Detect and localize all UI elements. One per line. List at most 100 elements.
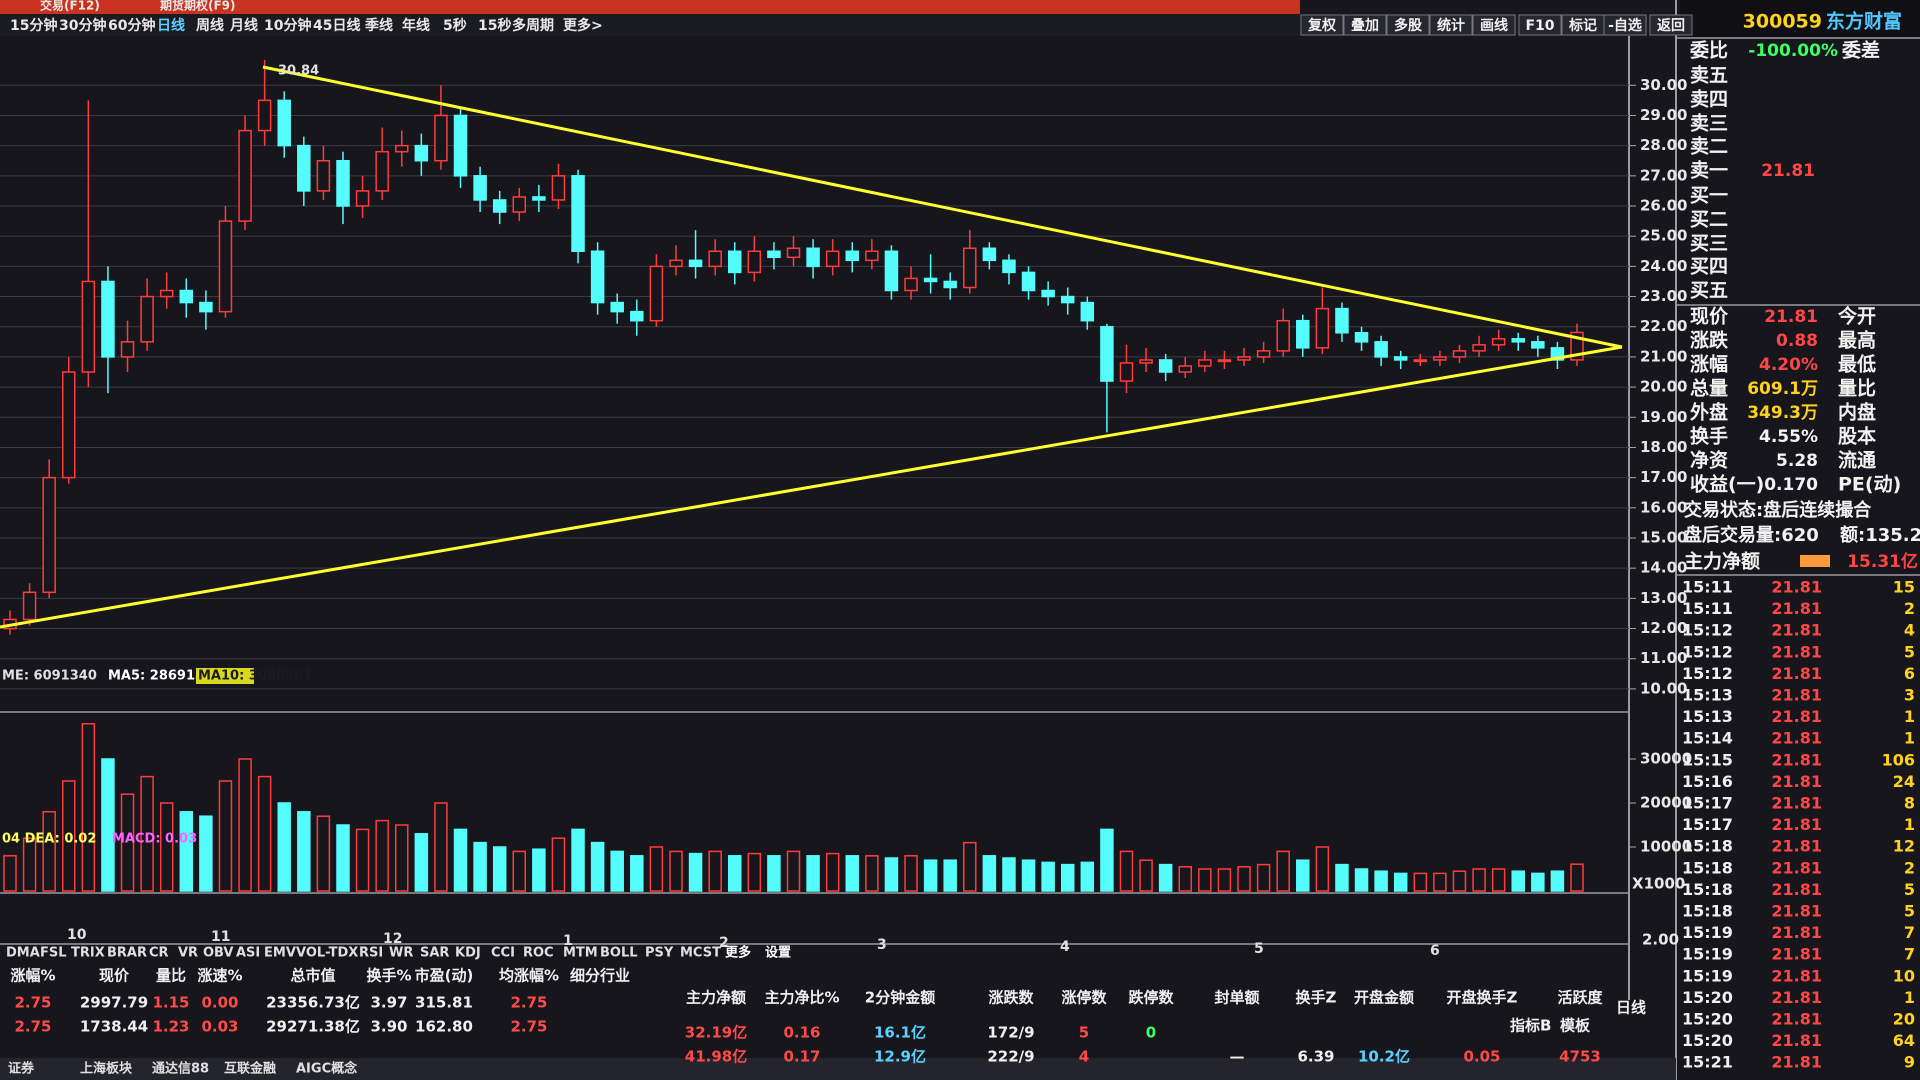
indicator-tab[interactable]: MTM (563, 946, 598, 961)
indicator-tab[interactable]: TRIX (71, 946, 105, 961)
tool-button[interactable]: 画线 (1480, 17, 1508, 34)
tool-button[interactable]: F10 (1525, 18, 1554, 34)
candle-body (277, 99, 291, 147)
period-tab[interactable]: 30分钟 (59, 17, 106, 34)
indicator-tab[interactable]: ROC (523, 946, 554, 961)
period-tab[interactable]: 月线 (229, 17, 258, 34)
tool-button[interactable]: 叠加 (1351, 17, 1379, 34)
bottom-button[interactable]: 模板 (1560, 1017, 1591, 1035)
tick-volume: 5 (1904, 880, 1915, 899)
candle-body (434, 114, 448, 162)
bottom-tab[interactable]: AIGC概念 (296, 1061, 357, 1077)
candle-body (1491, 338, 1506, 346)
period-tab[interactable]: 更多> (563, 17, 603, 34)
indicator-tab[interactable]: FSL (40, 946, 67, 961)
candle-body (238, 129, 252, 222)
candle-body (1060, 295, 1075, 304)
period-tab[interactable]: 季线 (364, 17, 393, 34)
period-tab[interactable]: 年线 (402, 17, 430, 34)
tool-button-bg[interactable] (1518, 14, 1562, 36)
period-tab[interactable]: 日线 (157, 17, 185, 34)
tool-button-bg[interactable] (1649, 14, 1693, 36)
table-cell: 3.90 (370, 1018, 407, 1036)
indicator-tab[interactable]: VR (178, 946, 198, 961)
tick-price: 21.81 (1771, 1053, 1822, 1072)
tool-button[interactable]: 标记 (1568, 17, 1597, 34)
candle-body (179, 289, 194, 304)
candle-body (688, 259, 703, 268)
tick-volume: 1 (1904, 729, 1915, 748)
indicator-tab[interactable]: CR (149, 946, 169, 961)
tool-button-bg[interactable] (1343, 14, 1387, 36)
candle-body (630, 310, 644, 322)
candle-body (708, 250, 722, 268)
stock-name: 东方财富 (1826, 10, 1902, 33)
indicator-tab[interactable]: BOLL (600, 946, 638, 961)
table-cell: 3.97 (370, 994, 407, 1012)
candle-body (1335, 307, 1349, 334)
period-tab[interactable]: 15分钟 (10, 17, 57, 34)
indicator-tab[interactable]: WR (389, 946, 413, 961)
volume-bar (120, 793, 135, 892)
table-cell: 0.05 (1463, 1048, 1500, 1066)
bottom-button[interactable]: 指标B (1510, 1017, 1551, 1035)
top-menu-item[interactable]: 交易(F12) (40, 0, 100, 13)
indicator-tab[interactable]: 更多 (725, 945, 751, 961)
tool-button-bg[interactable] (1386, 14, 1430, 36)
candle-body (884, 250, 899, 292)
indicator-tab[interactable]: 设置 (765, 946, 791, 961)
bottom-tab[interactable]: 证券 (8, 1061, 35, 1077)
top-menu-item[interactable]: 期货期权(F9) (160, 0, 236, 13)
stat-value: 609.1万 (1747, 379, 1818, 399)
volume-bar (257, 775, 272, 892)
period-tab[interactable]: 多周期 (512, 17, 554, 34)
volume-bar (62, 780, 76, 892)
period-tab[interactable]: 45日线 (313, 17, 360, 34)
indicator-tab[interactable]: RSI (359, 946, 383, 961)
indicator-tab[interactable]: SAR (420, 946, 449, 961)
indicator-tab[interactable]: ASI (236, 946, 260, 961)
table-header: 涨停数 (1061, 989, 1107, 1007)
indicator-tab[interactable]: EMV (264, 946, 296, 961)
candle-body (1256, 350, 1271, 358)
tool-button-bg[interactable] (1300, 14, 1344, 36)
tool-button[interactable]: 复权 (1307, 17, 1337, 34)
table-cell: 2997.79 (80, 994, 148, 1012)
candle-body (1002, 259, 1016, 274)
candle-body (1237, 356, 1251, 361)
indicator-tab[interactable]: KDJ (455, 946, 481, 961)
tool-button[interactable]: 多股 (1394, 17, 1423, 34)
candle-body (943, 280, 957, 289)
table-header: 开盘金额 (1354, 989, 1414, 1007)
period-tab[interactable]: 60分钟 (108, 17, 155, 34)
indicator-tab[interactable]: DMA (6, 946, 40, 961)
period-tab[interactable]: 15秒 (478, 17, 511, 34)
tool-button[interactable]: 统计 (1437, 17, 1465, 34)
tool-button-bg[interactable] (1472, 14, 1516, 36)
bottom-tab[interactable]: 互联金融 (224, 1061, 276, 1077)
indicator-tab[interactable]: OBV (203, 946, 234, 961)
bottom-tab[interactable]: 通达信88 (152, 1061, 209, 1077)
indicator-tab[interactable]: VOL-TDX (296, 946, 358, 961)
indicator-tab[interactable]: CCI (491, 946, 515, 961)
candle-body (1178, 365, 1192, 373)
candle-body (1296, 319, 1310, 349)
tool-button[interactable]: 返回 (1657, 17, 1685, 34)
period-tab[interactable]: 10分钟 (264, 17, 311, 34)
candle-body (512, 196, 527, 213)
candle-body (414, 144, 429, 162)
bottom-tab[interactable]: 上海板块 (80, 1061, 133, 1077)
table-cell: 4 (1079, 1048, 1089, 1066)
tool-button[interactable]: -自选 (1608, 17, 1642, 34)
tick-time: 15:20 (1682, 988, 1733, 1007)
indicator-tab[interactable]: BRAR (107, 946, 147, 961)
candle-body (140, 295, 154, 343)
tool-button-bg[interactable] (1603, 14, 1647, 36)
period-tab[interactable]: 周线 (196, 17, 224, 34)
indicator-tab[interactable]: MCST (680, 946, 721, 961)
x-tick-label: 10 (67, 927, 87, 943)
volume-bar (1472, 868, 1486, 892)
period-tab[interactable]: 5秒 (443, 17, 467, 34)
tool-button-bg[interactable] (1429, 14, 1473, 36)
indicator-tab[interactable]: PSY (645, 946, 674, 961)
